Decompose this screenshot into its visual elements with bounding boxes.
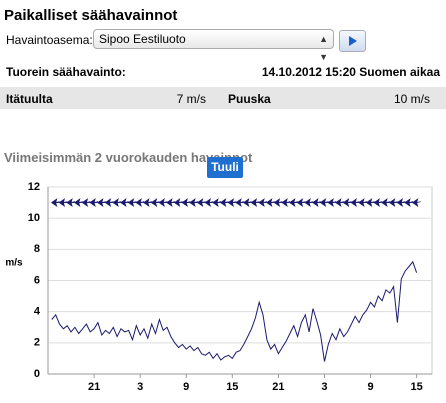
y-tick-label: 12 (28, 181, 40, 193)
direction-arrow (350, 198, 360, 208)
direction-arrow (158, 198, 168, 208)
direction-arrow (120, 198, 129, 208)
direction-arrow (212, 198, 222, 208)
direction-arrow (365, 198, 375, 208)
x-tick-label: 15 (411, 381, 423, 393)
direction-arrow (219, 198, 229, 208)
direction-arrow (358, 198, 367, 208)
y-tick-label: 2 (34, 337, 40, 349)
direction-arrow (312, 198, 321, 208)
direction-arrow (335, 198, 344, 208)
latest-label: Tuorein säähavainto: (6, 65, 126, 79)
direction-arrow (112, 198, 122, 208)
wind-speed: 7 m/s (176, 92, 206, 106)
gust-label: Puuska (228, 92, 271, 106)
x-tick-label: 15 (226, 381, 238, 393)
x-tick-label: 3 (137, 381, 143, 393)
station-label: Havaintoasema: (6, 33, 93, 47)
x-tick-label: 21 (272, 381, 284, 393)
go-button[interactable] (339, 30, 366, 52)
x-tick-label: 9 (367, 381, 373, 393)
plot-area (47, 186, 433, 375)
wind-band (0, 87, 446, 109)
direction-arrow (250, 198, 260, 208)
direction-arrow (373, 198, 383, 208)
wind-direction: Itätuulta (6, 92, 53, 106)
direction-arrow (289, 198, 298, 208)
direction-arrow (204, 198, 214, 208)
direction-arrow (242, 198, 252, 208)
direction-arrow (150, 198, 160, 208)
direction-arrow (166, 198, 175, 208)
direction-arrow (404, 198, 414, 208)
direction-arrow (235, 198, 245, 208)
y-axis-label: m/s (5, 258, 23, 269)
direction-arrow (97, 198, 106, 208)
direction-arrow (173, 198, 183, 208)
direction-arrow (181, 198, 191, 208)
direction-arrow (327, 198, 337, 208)
x-tick-label: 21 (88, 381, 100, 393)
direction-arrow (342, 198, 352, 208)
direction-arrow (381, 198, 391, 208)
go-icon (349, 36, 357, 46)
y-tick-label: 10 (28, 212, 40, 224)
direction-arrow (411, 198, 421, 208)
station-select[interactable]: Sipoo Eestiluoto ▲ ▼ (93, 29, 334, 62)
direction-arrow (388, 198, 398, 208)
direction-arrow (66, 198, 76, 208)
y-tick-label: 8 (34, 243, 40, 255)
direction-arrow (396, 198, 406, 208)
y-tick-label: 6 (34, 274, 40, 286)
direction-arrow (143, 198, 152, 208)
direction-arrow (266, 198, 275, 208)
page-title: Paikalliset säähavainnot (4, 7, 178, 24)
y-tick-label: 4 (34, 306, 41, 318)
latest-time: 14.10.2012 15:20 Suomen aikaa (261, 65, 440, 79)
direction-arrow (189, 198, 199, 208)
station-value: Sipoo Eestiluoto (99, 32, 186, 46)
direction-arrow (281, 198, 291, 208)
section-title: Viimeisimmän 2 vuorokauden havainnot (4, 150, 253, 165)
direction-arrow (50, 198, 60, 208)
direction-arrow (304, 198, 314, 208)
direction-arrow (135, 198, 145, 208)
direction-arrow (104, 198, 114, 208)
select-caret: ▲ ▼ (319, 34, 328, 62)
direction-arrow (89, 198, 99, 208)
direction-arrow (81, 198, 91, 208)
direction-arrow (196, 198, 206, 208)
direction-arrow (296, 198, 306, 208)
direction-arrow (227, 198, 237, 208)
x-tick-label: 9 (183, 381, 189, 393)
direction-arrow (58, 198, 68, 208)
gust-value: 10 m/s (393, 92, 430, 106)
x-tick-label: 3 (321, 381, 327, 393)
direction-arrow (74, 198, 83, 208)
direction-arrow (319, 198, 329, 208)
direction-arrow (258, 198, 268, 208)
tab-button[interactable]: Tuuli (207, 157, 243, 178)
series-line (51, 260, 418, 362)
y-tick-label: 0 (34, 368, 40, 380)
direction-arrow (127, 198, 137, 208)
direction-arrow (273, 198, 283, 208)
